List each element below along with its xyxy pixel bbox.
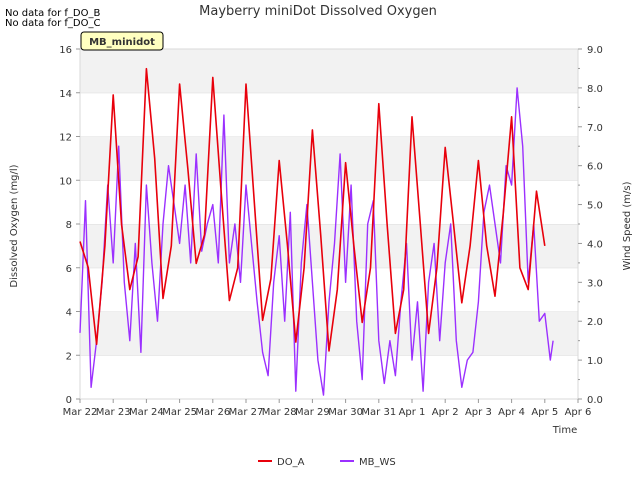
series-do-a-line <box>79 67 546 352</box>
y-axis-left: 0 2 4 6 8 10 12 14 16 <box>59 45 80 406</box>
x-tick-label: Mar 24 <box>129 407 164 418</box>
y2-tick-label: 5.0 <box>587 201 603 212</box>
x-tick-label: Mar 28 <box>262 407 297 418</box>
x-tick-label: Mar 31 <box>361 407 396 418</box>
legend-label-do-a: DO_A <box>277 457 305 468</box>
y2-tick-label: 2.0 <box>587 317 603 328</box>
y-tick-label: 16 <box>59 45 72 56</box>
grid-band <box>80 136 578 181</box>
y2-tick-label: 7.0 <box>587 123 603 134</box>
y2-tick-label: 0.0 <box>587 395 603 406</box>
y-axis-right: 0.0 1.0 2.0 3.0 4.0 5.0 6.0 7.0 8.0 9.0 <box>578 45 603 406</box>
y-axis-label: Dissolved Oxygen (mg/l) <box>9 164 20 287</box>
y2-tick-label: 8.0 <box>587 84 603 95</box>
y-tick-label: 10 <box>59 176 72 187</box>
y-tick-label: 12 <box>59 133 72 144</box>
x-tick-label: Mar 25 <box>162 407 197 418</box>
series-layer <box>79 67 554 396</box>
y2-tick-label: 9.0 <box>587 45 603 56</box>
x-tick-label: Mar 26 <box>195 407 230 418</box>
y2-tick-label: 3.0 <box>587 278 603 289</box>
x-tick-label: Apr 1 <box>399 407 426 418</box>
y-tick-label: 0 <box>66 395 72 406</box>
chart-title: Mayberry miniDot Dissolved Oxygen <box>199 4 437 19</box>
x-tick-label: Apr 3 <box>465 407 492 418</box>
no-data-note-do-c: No data for f_DO_C <box>5 18 101 29</box>
y-tick-label: 6 <box>66 264 72 275</box>
y-tick-label: 4 <box>66 308 72 319</box>
x-tick-label: Apr 4 <box>498 407 525 418</box>
grid-band <box>80 92 578 137</box>
x-tick-label: Apr 2 <box>432 407 459 418</box>
x-tick-label: Mar 27 <box>229 407 264 418</box>
x-axis-label: Time <box>552 425 577 436</box>
station-badge-box <box>80 31 164 51</box>
no-data-note-do-b: No data for f_DO_B <box>5 8 101 19</box>
series-mb-ws-line <box>79 87 554 396</box>
station-badge: MB_minidot <box>80 31 164 51</box>
grid-band <box>80 49 578 93</box>
legend: DO_A MB_WS <box>258 457 396 468</box>
x-tick-label: Mar 22 <box>63 407 98 418</box>
x-tick-label: Mar 23 <box>96 407 131 418</box>
grid-band <box>80 224 578 268</box>
y2-tick-label: 6.0 <box>587 162 603 173</box>
x-tick-label: Apr 6 <box>565 407 592 418</box>
x-tick-label: Mar 29 <box>295 407 330 418</box>
y2-tick-label: 4.0 <box>587 239 603 250</box>
x-tick-label: Apr 5 <box>531 407 558 418</box>
x-tick-label: Mar 30 <box>328 407 363 418</box>
y-tick-label: 2 <box>66 351 72 362</box>
y2-tick-label: 1.0 <box>587 356 603 367</box>
y2-axis-label: Wind Speed (m/s) <box>622 181 633 270</box>
station-badge-label: MB_minidot <box>89 37 155 48</box>
y-tick-label: 8 <box>66 220 72 231</box>
legend-label-mb-ws: MB_WS <box>359 457 396 468</box>
grid-band <box>80 355 578 399</box>
y-tick-label: 14 <box>59 89 72 100</box>
